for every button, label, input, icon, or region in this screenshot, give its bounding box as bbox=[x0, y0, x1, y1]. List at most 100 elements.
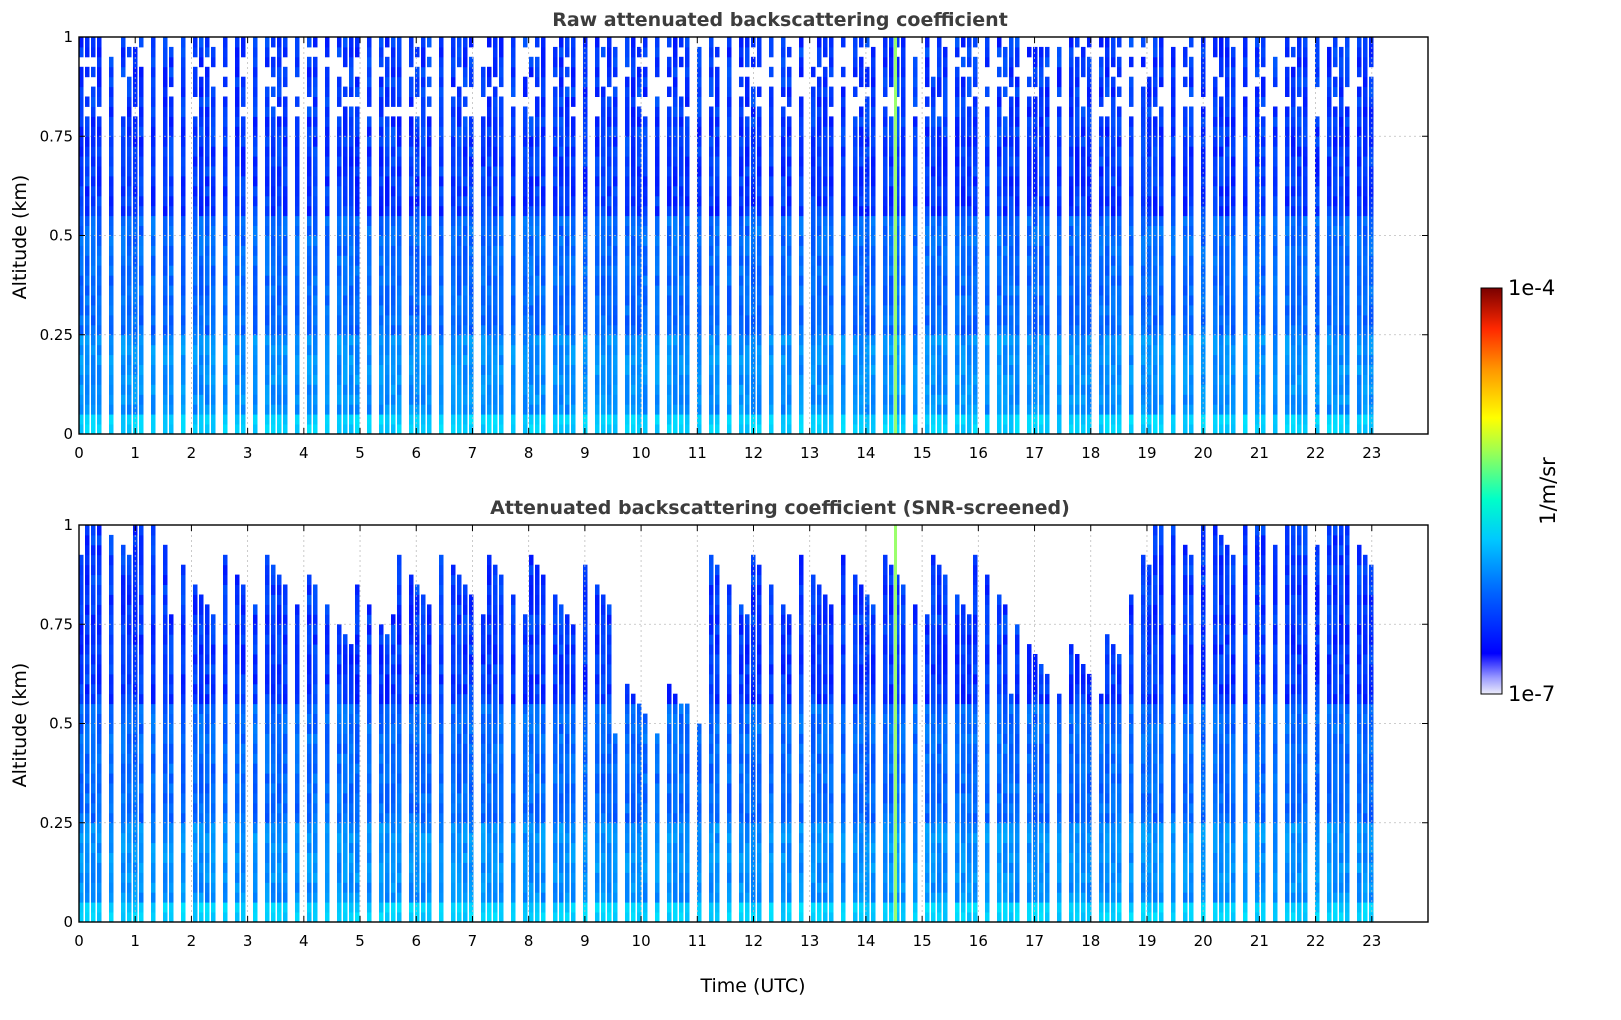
heatmap-cell bbox=[571, 37, 576, 48]
heatmap-cell bbox=[757, 205, 762, 217]
heatmap-cell bbox=[937, 126, 942, 137]
heatmap-cell bbox=[943, 156, 948, 167]
heatmap-cell bbox=[709, 56, 714, 68]
heatmap-cell bbox=[127, 265, 132, 276]
heatmap-cell bbox=[385, 166, 390, 177]
heatmap-cell bbox=[901, 344, 906, 356]
heatmap-cell bbox=[925, 96, 930, 107]
heatmap-cell bbox=[349, 364, 354, 375]
heatmap-cell bbox=[1099, 86, 1104, 97]
heatmap-cell bbox=[625, 136, 630, 147]
heatmap-cell bbox=[253, 424, 258, 435]
heatmap-cell bbox=[127, 205, 132, 217]
heatmap-cell bbox=[937, 46, 942, 58]
heatmap-cell bbox=[985, 116, 990, 127]
heatmap-cell bbox=[595, 314, 600, 326]
heatmap-cell bbox=[1087, 414, 1092, 425]
heatmap-cell bbox=[883, 404, 888, 415]
heatmap-cell bbox=[343, 156, 348, 167]
heatmap-cell bbox=[1141, 156, 1146, 167]
heatmap-cell bbox=[895, 424, 900, 435]
heatmap-cell bbox=[643, 295, 648, 306]
heatmap-cell bbox=[223, 364, 228, 375]
heatmap-cell bbox=[565, 175, 570, 187]
heatmap-cell bbox=[283, 225, 288, 236]
heatmap-cell bbox=[463, 295, 468, 306]
heatmap-cell bbox=[961, 136, 966, 147]
heatmap-cell bbox=[271, 136, 276, 147]
heatmap-cell bbox=[481, 374, 486, 385]
heatmap-cell bbox=[901, 305, 906, 316]
heatmap-cell bbox=[1033, 305, 1038, 316]
heatmap-cell bbox=[931, 106, 936, 117]
heatmap-cell bbox=[1075, 136, 1080, 147]
heatmap-cell bbox=[883, 126, 888, 137]
heatmap-cell bbox=[1111, 414, 1116, 425]
heatmap-cell bbox=[985, 46, 990, 58]
heatmap-cell bbox=[487, 324, 492, 336]
heatmap-cell bbox=[637, 116, 642, 127]
heatmap-cell bbox=[529, 364, 534, 375]
heatmap-cell bbox=[193, 205, 198, 217]
heatmap-cell bbox=[583, 116, 588, 127]
heatmap-cell bbox=[571, 324, 576, 336]
heatmap-cell bbox=[223, 324, 228, 336]
heatmap-cell bbox=[709, 175, 714, 187]
heatmap-cell bbox=[127, 334, 132, 346]
heatmap-cell bbox=[823, 424, 828, 435]
heatmap-cell bbox=[121, 384, 126, 395]
heatmap-cell bbox=[751, 185, 756, 197]
heatmap-cell bbox=[1033, 126, 1038, 137]
heatmap-cell bbox=[427, 285, 432, 296]
heatmap-cell bbox=[859, 66, 864, 78]
heatmap-cell bbox=[745, 215, 750, 226]
heatmap-cell bbox=[265, 255, 270, 266]
heatmap-cell bbox=[277, 295, 282, 306]
heatmap-cell bbox=[127, 235, 132, 246]
heatmap-cell bbox=[799, 255, 804, 266]
heatmap-cell bbox=[199, 195, 204, 207]
heatmap-cell bbox=[787, 96, 792, 107]
heatmap-cell bbox=[1129, 235, 1134, 246]
heatmap-cell bbox=[241, 235, 246, 246]
heatmap-cell bbox=[313, 295, 318, 306]
heatmap-cell bbox=[295, 166, 300, 177]
heatmap-cell bbox=[349, 424, 354, 435]
heatmap-cell bbox=[601, 394, 606, 405]
heatmap-cell bbox=[1075, 225, 1080, 236]
heatmap-cell bbox=[1105, 384, 1110, 395]
heatmap-cell bbox=[1069, 245, 1074, 256]
heatmap-cell bbox=[277, 66, 282, 78]
heatmap-cell bbox=[1153, 86, 1158, 97]
heatmap-cell bbox=[925, 334, 930, 346]
heatmap-cell bbox=[487, 66, 492, 78]
heatmap-cell bbox=[253, 46, 258, 58]
heatmap-cell bbox=[199, 394, 204, 405]
heatmap-cell bbox=[967, 195, 972, 207]
heatmap-cell bbox=[1003, 175, 1008, 187]
heatmap-cell bbox=[565, 354, 570, 365]
heatmap-cell bbox=[985, 146, 990, 157]
heatmap-cell bbox=[535, 374, 540, 385]
heatmap-cell bbox=[667, 166, 672, 177]
heatmap-cell bbox=[1147, 185, 1152, 197]
heatmap-cell bbox=[1159, 116, 1164, 127]
heatmap-cell bbox=[1045, 404, 1050, 415]
heatmap-cell bbox=[241, 285, 246, 296]
heatmap-cell bbox=[1003, 384, 1008, 395]
heatmap-cell bbox=[1081, 245, 1086, 256]
heatmap-cell bbox=[379, 354, 384, 365]
heatmap-cell bbox=[1111, 146, 1116, 157]
heatmap-cell bbox=[1039, 414, 1044, 425]
heatmap-cell bbox=[391, 205, 396, 217]
heatmap-cell bbox=[235, 116, 240, 127]
heatmap-cell bbox=[1129, 185, 1134, 197]
heatmap-cell bbox=[355, 37, 360, 48]
heatmap-cell bbox=[163, 305, 168, 316]
heatmap-cell bbox=[421, 46, 426, 58]
heatmap-cell bbox=[643, 334, 648, 346]
heatmap-cell bbox=[1111, 106, 1116, 117]
heatmap-cell bbox=[1057, 404, 1062, 415]
heatmap-cell bbox=[1003, 265, 1008, 276]
heatmap-cell bbox=[895, 136, 900, 147]
